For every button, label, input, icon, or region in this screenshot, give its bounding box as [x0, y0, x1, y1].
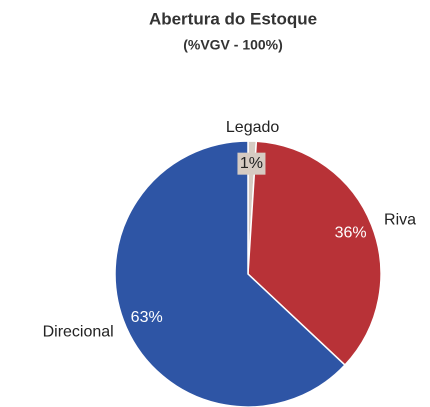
chart-subtitle: (%VGV - 100%): [183, 37, 283, 53]
category-label: Direcional: [43, 323, 114, 340]
category-label: Riva: [384, 211, 416, 228]
value-label-bg: [237, 152, 266, 175]
value-label: 36%: [335, 225, 367, 242]
chart-title: Abertura do Estoque: [149, 9, 317, 28]
pie-slice: [114, 140, 347, 407]
value-label: 63%: [131, 309, 163, 326]
category-label: Legado: [226, 119, 279, 136]
pie-slice: [247, 140, 382, 367]
value-label: 1%: [240, 155, 263, 172]
